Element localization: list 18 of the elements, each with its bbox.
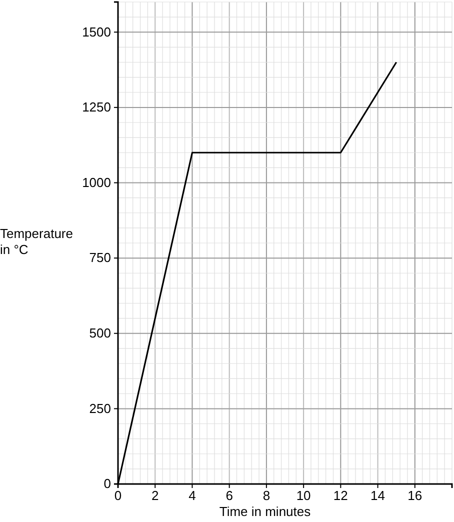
x-tick-label: 12 [333, 488, 348, 504]
y-tick-label: 1250 [82, 100, 111, 115]
y-tick-label: 1000 [82, 174, 111, 190]
x-tick-label: 14 [370, 488, 386, 504]
x-tick-label: 0 [114, 488, 122, 504]
x-tick-label: 4 [188, 488, 196, 504]
x-tick-label: 10 [296, 488, 311, 504]
x-axis-title: Time in minutes [219, 504, 312, 519]
y-tick-label: 1500 [82, 24, 111, 40]
x-tick-label: 16 [408, 488, 422, 504]
x-tick-label: 2 [151, 488, 159, 504]
y-axis-title: Temperature in °C [0, 226, 73, 257]
y-tick-label: 750 [89, 250, 111, 266]
x-tick-label: 8 [262, 488, 270, 504]
y-tick-label: 500 [89, 326, 111, 341]
y-tick-label: 250 [89, 400, 111, 416]
y-tick-label: 0 [104, 476, 111, 492]
x-tick-label: 6 [226, 488, 233, 504]
